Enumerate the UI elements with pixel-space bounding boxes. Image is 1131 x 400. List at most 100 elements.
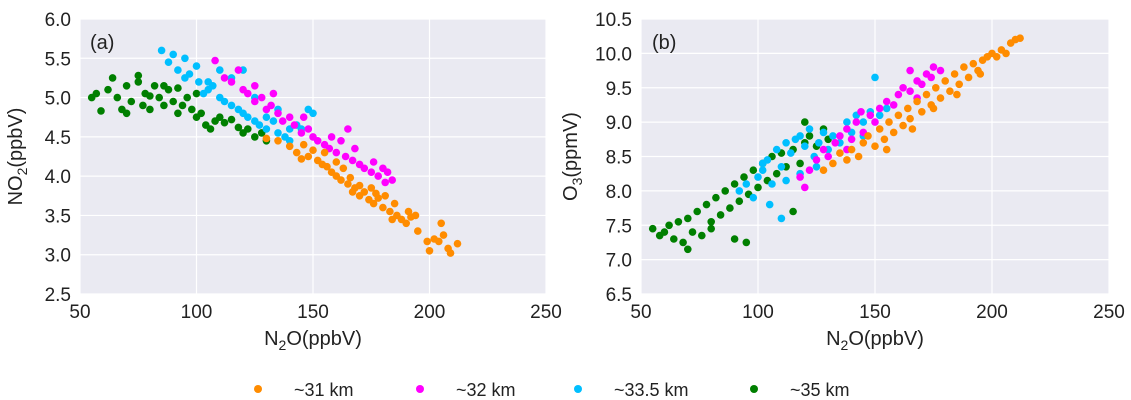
data-point [796, 159, 804, 168]
x-tick-label: 50 [69, 302, 90, 323]
data-point [716, 211, 725, 219]
data-point [707, 224, 715, 233]
legend-marker [416, 385, 424, 393]
data-point [339, 164, 348, 173]
data-point [206, 125, 215, 133]
data-point [906, 66, 914, 75]
data-point [927, 73, 935, 82]
data-point [688, 228, 697, 236]
data-point [836, 132, 844, 140]
data-point [348, 188, 357, 196]
data-point [805, 132, 814, 140]
data-point [932, 84, 940, 92]
data-point [871, 73, 879, 82]
data-point [674, 218, 683, 226]
y-axis-label: NO2(ppbV) [5, 108, 30, 206]
data-point [936, 66, 945, 75]
data-point [843, 118, 851, 126]
legend-label: ~35 km [790, 380, 850, 400]
y-tick-label: 6.0 [45, 10, 71, 31]
data-point [864, 132, 872, 140]
data-point [274, 109, 282, 118]
data-point [360, 164, 369, 173]
data-point [285, 137, 294, 145]
data-point [765, 200, 774, 209]
data-point [899, 121, 907, 130]
data-point [871, 142, 879, 150]
y-tick-label: 6.5 [606, 285, 632, 306]
data-point [346, 173, 355, 182]
data-point [204, 78, 212, 86]
data-point [146, 105, 154, 114]
data-point [871, 118, 879, 126]
y-tick-label: 7.5 [606, 216, 632, 237]
data-point [227, 115, 236, 124]
data-point [251, 82, 259, 90]
data-point [244, 125, 252, 133]
data-point [381, 178, 390, 187]
data-point [976, 70, 985, 78]
data-point [160, 101, 168, 110]
data-point [262, 134, 271, 143]
data-point [360, 188, 369, 196]
data-point [439, 231, 448, 239]
panel-label: (a) [90, 32, 114, 54]
data-point [730, 180, 739, 188]
data-point [181, 74, 189, 82]
data-point [278, 117, 287, 125]
x-axis-label: N2O(ppbV) [264, 328, 362, 353]
data-point [181, 54, 189, 63]
data-point [969, 59, 978, 68]
data-point [843, 156, 851, 164]
data-point [160, 82, 168, 90]
data-point [332, 158, 341, 166]
data-point [819, 145, 828, 154]
data-point [292, 148, 301, 157]
data-point [758, 166, 767, 174]
data-point [929, 63, 938, 71]
data-point [836, 149, 844, 157]
y-tick-label: 9.0 [606, 113, 632, 134]
data-point [423, 237, 432, 246]
data-point [721, 187, 729, 195]
data-point [904, 104, 912, 113]
data-point [875, 111, 884, 120]
data-point [936, 94, 945, 102]
data-point [805, 125, 814, 133]
data-point [313, 137, 322, 145]
data-point [134, 71, 143, 80]
panel-b: 50 100 150 200 250 6.5 7.0 7.5 8.0 8.5 9.0 9.5 10.0 1… [560, 10, 1125, 353]
data-point [108, 74, 117, 82]
data-point [679, 238, 687, 247]
data-point [183, 93, 191, 102]
data-point [899, 84, 907, 92]
legend-marker [750, 385, 758, 393]
data-point [257, 93, 266, 102]
data-point [819, 166, 828, 174]
data-point [251, 97, 259, 106]
data-point [192, 62, 201, 70]
x-tick-label: 150 [859, 302, 891, 323]
data-point [889, 101, 898, 109]
y-tick-label: 8.0 [606, 182, 632, 203]
data-point [866, 111, 875, 120]
data-point [913, 97, 921, 106]
data-point [859, 139, 868, 147]
data-point [742, 238, 751, 247]
data-point [950, 70, 959, 78]
data-point [262, 125, 271, 133]
data-point [274, 129, 282, 137]
data-point [684, 245, 692, 254]
data-point [812, 156, 821, 164]
data-point [351, 144, 359, 153]
data-point [192, 89, 201, 98]
data-point [777, 163, 786, 171]
data-point [244, 113, 252, 121]
data-point [843, 125, 851, 133]
data-point [402, 219, 411, 228]
legend-label: ~32 km [456, 380, 516, 400]
data-point [782, 176, 790, 185]
data-point [299, 113, 308, 121]
data-point [772, 145, 781, 154]
data-point [857, 108, 865, 116]
